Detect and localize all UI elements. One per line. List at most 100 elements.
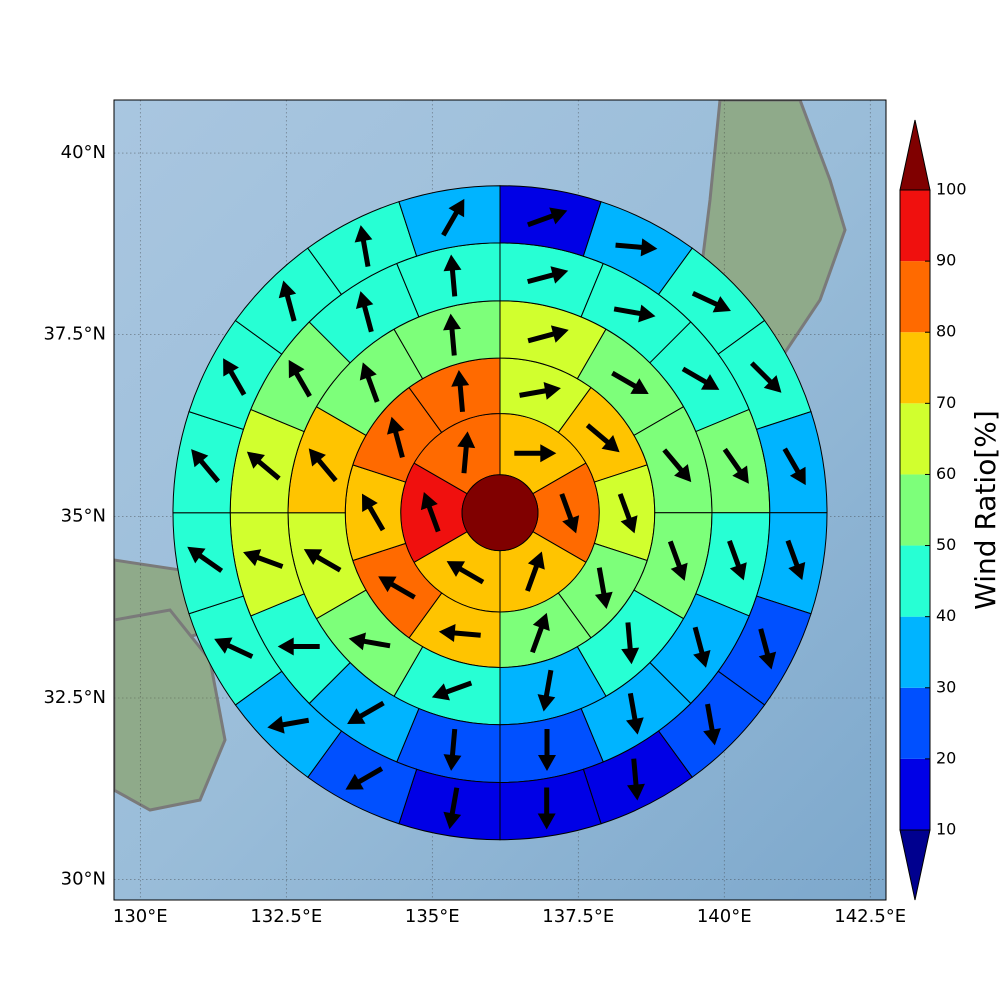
wind-arrow — [278, 280, 297, 322]
colorbar-over — [899, 119, 931, 191]
wind-arrow — [431, 680, 473, 701]
colorbar-tick-label: 50 — [936, 535, 956, 554]
wind-arrow — [359, 362, 380, 403]
wind-arrow — [223, 358, 247, 396]
wind-arrow — [525, 551, 545, 592]
x-tick-label: 140°E — [697, 906, 752, 927]
x-tick-label: 137.5°E — [542, 906, 614, 927]
wind-arrow — [355, 291, 374, 333]
colorbar-tick-label: 90 — [936, 251, 956, 270]
wind-arrow — [621, 622, 640, 665]
wind-arrow — [514, 444, 557, 463]
wind-arrow — [611, 370, 649, 395]
colorbar-frame — [899, 189, 931, 831]
wind-arrow — [758, 628, 777, 670]
wind-arrow — [451, 370, 470, 413]
wind-arrow — [527, 207, 568, 228]
colorbar-bin — [900, 261, 930, 333]
colorbar-tick-label: 40 — [936, 606, 956, 625]
colorbar-under — [899, 829, 931, 901]
wind-arrow — [446, 561, 485, 585]
wind-arrow — [537, 728, 556, 771]
wind-arrow — [308, 448, 338, 483]
wind-arrow — [438, 624, 481, 642]
wind-arrow — [527, 325, 569, 344]
wind-arrow — [214, 637, 254, 659]
sectors — [172, 185, 828, 841]
y-tick-label: 35°N — [61, 505, 106, 526]
wind-arrow — [585, 423, 620, 453]
colorbar-tick-label: 10 — [936, 820, 956, 839]
wind-arrow — [288, 359, 312, 398]
wind-arrow — [691, 290, 731, 313]
wind-arrow — [785, 539, 806, 581]
colorbar-tick-label: 20 — [936, 748, 956, 767]
wind-arrow — [519, 382, 561, 400]
wind-arrow — [615, 238, 658, 257]
wind-arrow — [617, 493, 638, 534]
y-tick-label: 37.5°N — [43, 324, 106, 345]
colorbar-tick-label: 80 — [936, 322, 956, 341]
y-tick-label: 40°N — [61, 142, 106, 163]
y-tick-label: 32.5°N — [43, 687, 106, 708]
wind-arrow — [559, 493, 580, 534]
wind-arrow — [667, 540, 688, 581]
wind-arrow — [303, 549, 342, 573]
wind-arrow — [361, 493, 386, 532]
wind-arrow — [246, 451, 281, 481]
wind-arrow — [345, 766, 384, 790]
colorbar-bin — [900, 403, 930, 475]
wind-arrow — [386, 416, 405, 459]
colorbar-bin — [900, 474, 930, 546]
wind-arrow — [441, 198, 465, 237]
wind-arrow — [443, 254, 462, 297]
wind-arrow — [443, 313, 461, 356]
wind-arrow — [627, 758, 645, 801]
wind-arrow — [727, 540, 747, 581]
wind-arrow — [277, 637, 320, 656]
x-tick-label: 130°E — [113, 906, 168, 927]
wind-arrow — [782, 447, 806, 486]
wind-arrow — [378, 576, 416, 600]
wind-arrow — [420, 492, 441, 533]
colorbar-bin — [900, 332, 930, 404]
wind-arrow — [613, 304, 656, 323]
wind-arrow — [749, 361, 782, 393]
colorbar-tick-label: 70 — [936, 393, 956, 412]
colorbar-bin — [900, 758, 930, 830]
wind-arrow — [191, 449, 221, 483]
y-tick-label: 30°N — [61, 869, 106, 890]
wind-arrow — [594, 567, 613, 610]
plot-frame — [113, 99, 887, 901]
wind-arrow — [703, 703, 721, 746]
colorbar-tick-label: 60 — [936, 464, 956, 483]
wind-arrow — [537, 669, 556, 712]
colorbar-bin — [900, 616, 930, 688]
wind-arrow — [443, 728, 462, 771]
wind-arrow — [527, 266, 569, 285]
center-disc — [461, 474, 539, 552]
wind-arrow — [243, 549, 284, 569]
x-tick-label: 135°E — [405, 906, 460, 927]
wind-arrow — [692, 626, 711, 668]
x-tick-label: 142.5°E — [834, 906, 906, 927]
colorbar-bin — [900, 687, 930, 759]
colorbar-label: Wind Ratio[%] — [969, 410, 1000, 610]
colorbar-tick-label: 100 — [936, 180, 967, 199]
colorbar: 10 20 30 40 50 60 70 80 90 100 — [899, 119, 967, 901]
wind-arrow — [722, 447, 749, 484]
wind-arrow — [348, 632, 391, 651]
wind-arrow — [354, 225, 373, 267]
colorbar-tick-label: 30 — [936, 677, 956, 696]
arrows — [187, 198, 806, 830]
wind-arrow — [457, 431, 476, 474]
wind-arrow — [681, 366, 720, 390]
wind-arrow — [530, 612, 550, 654]
x-tick-label: 132.5°E — [250, 906, 322, 927]
wind-arrow — [267, 715, 310, 734]
wind-arrow — [662, 448, 692, 483]
wind-arrow — [626, 692, 644, 735]
colorbar-bin — [900, 190, 930, 262]
wind-arrow — [187, 546, 224, 573]
